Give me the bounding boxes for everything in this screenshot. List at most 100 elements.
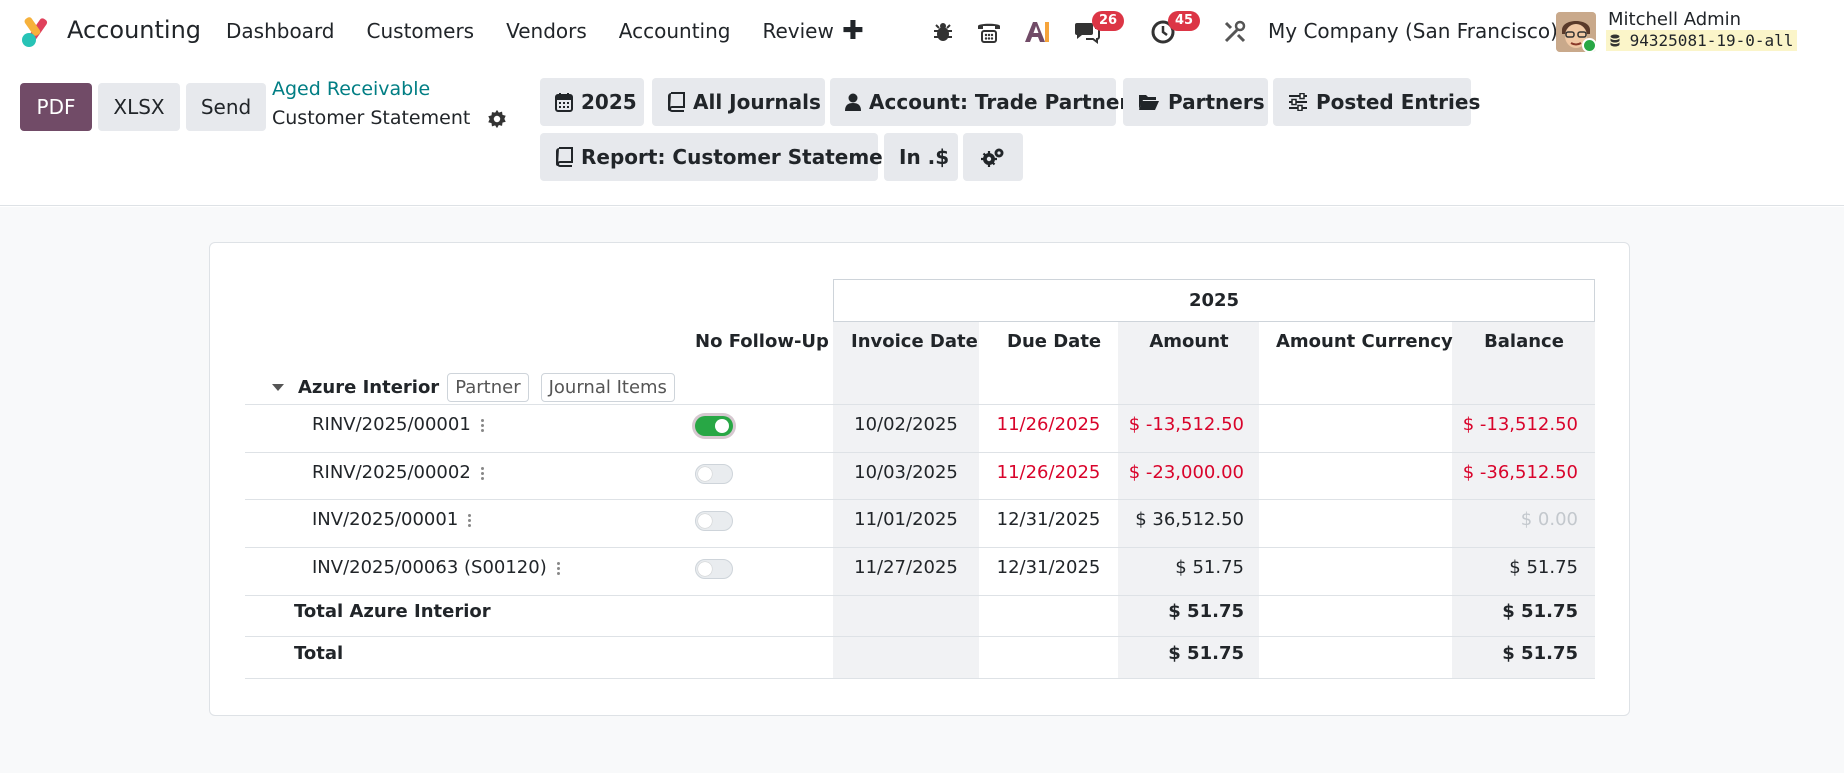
filter-report-label: Report: Customer Statement	[581, 145, 907, 169]
col-amount[interactable]: Amount	[1149, 331, 1229, 352]
phone-icon[interactable]	[974, 17, 1004, 47]
menu-dashboard[interactable]: Dashboard	[226, 19, 335, 43]
filter-year-label: 2025	[581, 90, 637, 114]
ai-icon[interactable]	[1022, 17, 1052, 47]
due-date: 12/31/2025	[996, 557, 1101, 578]
menu-review[interactable]: Review	[762, 19, 834, 43]
pdf-button[interactable]: PDF	[20, 83, 92, 131]
user-avatar[interactable]	[1556, 12, 1597, 53]
col-balance[interactable]: Balance	[1484, 331, 1564, 352]
amount[interactable]: $ 36,512.50	[1135, 509, 1244, 530]
book-icon	[556, 147, 573, 167]
line-name[interactable]: INV/2025/00063 (S00120)	[312, 557, 547, 578]
amount[interactable]: $ -13,512.50	[1128, 414, 1244, 435]
balance: $ -36,512.50	[1462, 462, 1578, 483]
invoice-date: 11/01/2025	[854, 509, 958, 530]
partner-name[interactable]: Azure Interior	[298, 376, 440, 398]
report-card: 2025 No Follow-Up Invoice Date Due Date …	[209, 242, 1630, 716]
sliders-icon	[1289, 93, 1307, 111]
due-date: 12/31/2025	[996, 509, 1101, 530]
company-switcher[interactable]: My Company (San Francisco)	[1268, 19, 1558, 43]
send-button[interactable]: Send	[186, 83, 266, 131]
filter-account[interactable]: Account: Trade Partners	[830, 78, 1141, 126]
row-divider	[245, 636, 1595, 637]
filter-journals-label: All Journals	[693, 90, 821, 114]
main-menu: Dashboard Customers Vendors Accounting R…	[226, 19, 866, 43]
kebab-menu-icon[interactable]	[556, 560, 561, 577]
filter-posted-label: Posted Entries	[1316, 90, 1481, 114]
cogs-icon	[981, 148, 1004, 167]
filter-currency[interactable]: In .$	[884, 133, 958, 181]
invoice-date: 10/03/2025	[854, 462, 958, 483]
no-follow-up-toggle[interactable]	[695, 511, 733, 531]
amount[interactable]: $ 51.75	[1175, 557, 1244, 578]
control-panel: PDF XLSX Send Aged Receivable Customer S…	[0, 64, 1844, 206]
period-header: 2025	[833, 279, 1595, 322]
amount[interactable]: $ -23,000.00	[1128, 462, 1244, 483]
filter-journals[interactable]: All Journals	[652, 78, 825, 126]
online-status-dot	[1582, 38, 1597, 53]
menu-accounting[interactable]: Accounting	[618, 19, 731, 43]
partner-group-row[interactable]: Azure Interior Partner Journal Items	[245, 368, 687, 406]
database-tag: 94325081-19-0-all	[1606, 30, 1798, 51]
grand-total-amount: $ 51.75	[1168, 643, 1244, 664]
messages-icon[interactable]: 26	[1072, 11, 1125, 47]
activities-badge: 45	[1168, 11, 1201, 31]
caret-down-icon[interactable]	[272, 383, 284, 391]
advanced-options-button[interactable]	[963, 133, 1023, 181]
partner-button[interactable]: Partner	[447, 372, 529, 402]
line-name-cell[interactable]: RINV/2025/00002	[312, 462, 485, 483]
filter-currency-label: In .$	[899, 145, 950, 169]
balance: $ 0.00	[1520, 509, 1578, 530]
app-name[interactable]: Accounting	[67, 16, 202, 44]
filter-partners[interactable]: Partners	[1123, 78, 1268, 126]
menu-vendors[interactable]: Vendors	[506, 19, 587, 43]
line-name-cell[interactable]: INV/2025/00001	[312, 509, 472, 530]
app-logo-icon[interactable]	[18, 16, 52, 48]
due-date: 11/26/2025	[996, 462, 1101, 483]
no-follow-up-toggle[interactable]	[695, 464, 733, 484]
messages-badge: 26	[1092, 11, 1125, 31]
kebab-menu-icon[interactable]	[480, 417, 485, 434]
database-name: 94325081-19-0-all	[1629, 31, 1794, 50]
filter-year[interactable]: 2025	[540, 78, 644, 126]
kebab-menu-icon[interactable]	[480, 465, 485, 482]
breadcrumb-current: Customer Statement	[272, 107, 471, 129]
activities-clock-icon[interactable]: 45	[1148, 11, 1201, 47]
breadcrumb-aged-receivable[interactable]: Aged Receivable	[272, 78, 431, 100]
due-date: 11/26/2025	[996, 414, 1101, 435]
col-invoice-date[interactable]: Invoice Date	[851, 331, 978, 352]
calendar-icon	[555, 93, 573, 112]
no-follow-up-toggle[interactable]	[695, 559, 733, 579]
user-name[interactable]: Mitchell Admin	[1608, 9, 1742, 30]
line-name[interactable]: RINV/2025/00001	[312, 414, 471, 435]
add-plus-icon[interactable]: ✚	[842, 16, 864, 46]
partner-total-label: Total Azure Interior	[294, 601, 491, 622]
partner-total-amount: $ 51.75	[1168, 601, 1244, 622]
invoice-date-column-bg	[833, 322, 979, 679]
xlsx-button[interactable]: XLSX	[98, 83, 180, 131]
col-due-date[interactable]: Due Date	[1007, 331, 1102, 352]
line-name-cell[interactable]: INV/2025/00063 (S00120)	[312, 557, 561, 578]
journal-items-button[interactable]: Journal Items	[540, 372, 675, 402]
row-divider	[245, 452, 1595, 453]
filter-posted-entries[interactable]: Posted Entries	[1273, 78, 1480, 126]
row-divider	[245, 595, 1595, 596]
no-follow-up-toggle[interactable]	[695, 416, 733, 436]
line-name[interactable]: RINV/2025/00002	[312, 462, 471, 483]
kebab-menu-icon[interactable]	[468, 512, 472, 529]
tools-settings-icon[interactable]	[1220, 17, 1250, 47]
invoice-date: 11/27/2025	[854, 557, 958, 578]
report-settings-gear-icon[interactable]	[486, 108, 508, 130]
line-name-cell[interactable]: RINV/2025/00001	[312, 414, 485, 435]
filter-account-label: Account: Trade Partners	[869, 90, 1142, 114]
report-content-area: 2025 No Follow-Up Invoice Date Due Date …	[0, 207, 1844, 773]
filter-report[interactable]: Report: Customer Statement	[540, 133, 907, 181]
menu-customers[interactable]: Customers	[366, 19, 475, 43]
debug-bug-icon[interactable]	[928, 17, 958, 47]
col-amount-currency[interactable]: Amount Currency	[1276, 331, 1453, 352]
line-name[interactable]: INV/2025/00001	[312, 509, 459, 530]
partner-total-balance: $ 51.75	[1502, 601, 1578, 622]
row-divider	[245, 404, 1595, 405]
col-no-follow-up[interactable]: No Follow-Up	[695, 331, 829, 352]
